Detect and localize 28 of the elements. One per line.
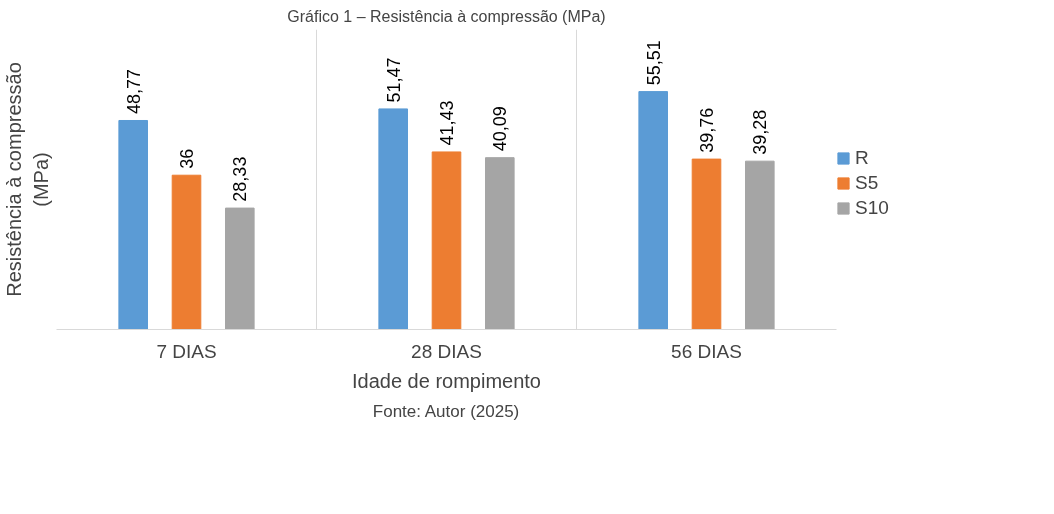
bar [485, 157, 515, 330]
legend-label: R [855, 147, 870, 169]
y-axis-title: Resistência à compressão (MPa) [3, 62, 52, 297]
chart-title: Gráfico 1 – Resistência à compressão (MPa) [287, 7, 606, 25]
data-label: 36 [177, 148, 197, 169]
data-label: 40,09 [490, 106, 511, 152]
bar [691, 158, 722, 330]
x-axis-title: Idade de rompimento [352, 369, 542, 392]
bar [638, 91, 668, 330]
data-label: 51,47 [383, 57, 404, 103]
x-tick-label: 28 DIAS [411, 340, 482, 362]
bar [378, 108, 408, 330]
x-tick-label: 7 DIAS [156, 340, 217, 362]
bar [171, 174, 202, 330]
data-label: 28,33 [230, 156, 251, 202]
source-note: Fonte: Autor (2025) [372, 401, 520, 421]
legend-label: S5 [855, 172, 879, 194]
data-label: 48,77 [123, 69, 144, 115]
legend-label: S10 [855, 197, 889, 219]
data-label: 41,43 [437, 100, 457, 146]
bar [118, 119, 148, 330]
x-tick-label: 56 DIAS [671, 340, 742, 362]
bar [745, 160, 775, 330]
data-label: 55,51 [643, 40, 664, 86]
bar [225, 207, 255, 330]
data-label: 39,76 [697, 107, 717, 153]
bar [431, 151, 462, 330]
data-label: 39,28 [750, 109, 771, 155]
